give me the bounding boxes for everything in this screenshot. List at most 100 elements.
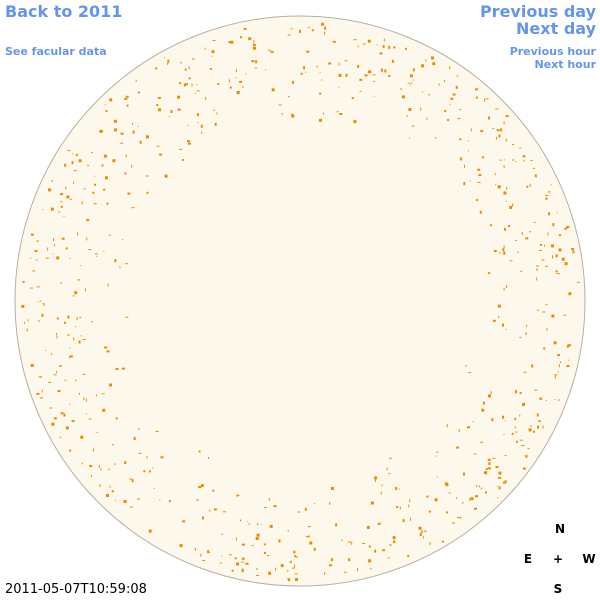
facula-speck: [241, 543, 245, 546]
facula-speck: [124, 98, 128, 100]
facula-speck: [459, 138, 462, 141]
facula-speck: [198, 486, 202, 488]
facula-speck: [27, 319, 29, 322]
facula-speck: [306, 536, 308, 537]
facula-speck: [545, 400, 547, 401]
facula-speck: [389, 544, 392, 546]
facula-speck: [127, 192, 131, 195]
facula-speck: [332, 40, 336, 43]
facula-speck: [314, 502, 316, 504]
facula-speck: [472, 421, 474, 423]
facula-speck: [115, 368, 119, 371]
facula-speck: [281, 113, 284, 115]
facula-speck: [522, 467, 526, 470]
facula-speck: [241, 561, 245, 563]
facula-speck: [495, 108, 499, 110]
facula-speck: [77, 279, 80, 281]
facula-speck: [564, 228, 567, 231]
facular-data-link[interactable]: See facular data: [5, 45, 107, 58]
facula-speck: [353, 39, 357, 41]
next-hour-link[interactable]: Next hour: [534, 58, 597, 71]
compass-west: W: [582, 552, 596, 566]
facula-speck: [517, 251, 519, 254]
facula-speck: [36, 392, 40, 395]
facula-speck: [502, 415, 504, 419]
facula-speck: [146, 135, 149, 139]
facula-speck: [256, 575, 259, 576]
facula-speck: [443, 80, 445, 83]
facula-speck: [77, 232, 79, 236]
facula-speck: [475, 495, 478, 498]
facula-speck: [53, 417, 57, 420]
facula-speck: [476, 485, 478, 487]
facula-speck: [39, 397, 43, 399]
facula-speck: [379, 52, 383, 55]
facula-speck: [405, 47, 407, 50]
facula-speck: [388, 457, 392, 459]
facula-speck: [43, 304, 45, 307]
facula-speck: [120, 132, 124, 135]
facula-speck: [536, 413, 539, 417]
facula-speck: [181, 158, 184, 161]
facula-speck: [554, 375, 556, 379]
facula-speck: [50, 207, 54, 211]
facula-speck: [177, 95, 181, 99]
facula-speck: [497, 497, 499, 499]
facula-speck: [94, 175, 96, 177]
facula-speck: [307, 26, 310, 28]
facula-speck: [209, 509, 211, 512]
facula-speck: [179, 148, 183, 150]
facula-speck: [167, 61, 169, 65]
facula-speck: [515, 440, 518, 443]
facula-speck: [526, 324, 527, 327]
facula-speck: [463, 182, 466, 186]
next-day-link[interactable]: Next day: [516, 19, 596, 38]
facula-speck: [511, 432, 514, 435]
facula-speck: [124, 461, 127, 465]
facula-speck: [245, 562, 249, 565]
facula-speck: [480, 130, 484, 133]
facula-speck: [464, 164, 465, 168]
facula-speck: [537, 425, 539, 429]
facula-speck: [109, 98, 111, 101]
facula-speck: [30, 364, 34, 367]
facula-speck: [82, 373, 86, 375]
previous-day-link[interactable]: Previous day: [479, 2, 596, 21]
facula-speck: [51, 353, 53, 356]
facula-speck: [493, 250, 497, 252]
facula-speck: [372, 74, 376, 76]
previous-hour-link[interactable]: Previous hour: [509, 45, 596, 58]
facula-speck: [319, 71, 321, 73]
facula-speck: [495, 136, 497, 140]
facula-speck: [243, 27, 247, 30]
facula-speck: [187, 140, 190, 143]
facula-speck: [69, 449, 72, 452]
facula-speck: [179, 544, 183, 548]
facula-speck: [503, 159, 505, 161]
facula-speck: [452, 93, 456, 96]
facula-speck: [505, 138, 507, 142]
facula-speck: [505, 328, 507, 330]
facula-speck: [409, 74, 413, 78]
facula-speck: [525, 454, 528, 458]
facula-speck: [137, 428, 140, 430]
facula-speck: [167, 59, 170, 62]
facula-speck: [484, 98, 486, 102]
facula-speck: [235, 537, 237, 541]
facula-speck: [228, 554, 232, 556]
facula-speck: [87, 164, 90, 166]
facula-speck: [96, 432, 98, 433]
facula-speck: [124, 172, 127, 175]
facula-speck: [69, 347, 71, 349]
facula-speck: [380, 491, 382, 495]
back-year-link[interactable]: Back to 2011: [5, 2, 123, 21]
facula-speck: [338, 86, 340, 88]
facula-speck: [240, 36, 242, 39]
facula-speck: [83, 397, 85, 401]
facula-speck: [538, 420, 541, 423]
facula-speck: [65, 186, 67, 190]
facula-speck: [36, 240, 40, 242]
facula-speck: [528, 428, 532, 432]
facula-speck: [113, 119, 117, 123]
facula-speck: [447, 119, 450, 121]
